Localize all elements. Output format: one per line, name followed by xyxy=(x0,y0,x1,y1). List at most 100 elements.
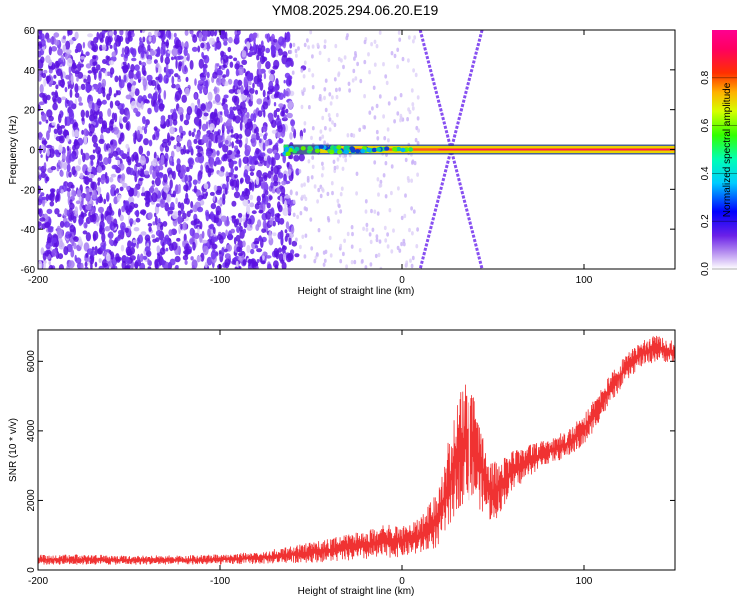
noise-blob xyxy=(288,49,293,55)
noise-blob xyxy=(130,64,135,73)
noise-blob xyxy=(393,53,397,59)
noise-blob xyxy=(272,220,276,227)
noise-blob xyxy=(245,137,249,145)
noise-blob xyxy=(49,201,55,207)
noise-blob xyxy=(275,117,282,126)
noise-blob xyxy=(319,129,323,134)
noise-blob xyxy=(133,203,139,209)
noise-blob xyxy=(201,51,205,58)
noise-blob xyxy=(203,54,210,64)
noise-blob xyxy=(74,139,79,145)
noise-blob xyxy=(221,123,225,134)
noise-blob xyxy=(236,226,241,233)
noise-blob xyxy=(131,57,137,62)
noise-blob xyxy=(58,113,62,124)
noise-blob xyxy=(89,154,96,160)
noise-blob xyxy=(221,30,225,35)
noise-blob xyxy=(140,209,147,215)
noise-blob xyxy=(411,255,415,261)
noise-blob xyxy=(392,228,395,233)
noise-blob xyxy=(333,165,337,171)
noise-blob xyxy=(97,196,104,204)
noise-blob xyxy=(151,192,158,203)
noise-blob xyxy=(233,79,239,88)
noise-blob xyxy=(317,228,321,233)
noise-blob xyxy=(408,227,411,233)
noise-blob xyxy=(298,153,305,162)
noise-blob xyxy=(49,194,52,201)
noise-blob xyxy=(280,259,285,264)
noise-blob xyxy=(225,68,230,78)
noise-blob xyxy=(313,184,317,189)
noise-blob xyxy=(175,55,182,61)
noise-blob xyxy=(170,201,175,211)
noise-blob xyxy=(411,102,415,107)
noise-blob xyxy=(233,191,241,199)
noise-blob xyxy=(295,191,299,196)
noise-blob xyxy=(326,191,330,197)
noise-blob xyxy=(153,126,158,131)
noise-blob xyxy=(162,43,166,50)
noise-blob xyxy=(415,244,419,249)
noise-blob xyxy=(48,83,53,87)
noise-blob xyxy=(299,211,303,216)
noise-blob xyxy=(177,106,184,116)
noise-blob xyxy=(120,244,125,252)
noise-blob xyxy=(313,259,317,264)
noise-blob xyxy=(60,54,65,61)
noise-blob xyxy=(108,125,114,131)
noise-blob xyxy=(119,214,124,222)
noise-blob xyxy=(119,163,122,169)
noise-blob xyxy=(99,44,103,52)
noise-blob xyxy=(120,222,126,231)
noise-blob xyxy=(274,152,281,161)
noise-blob xyxy=(232,106,237,111)
noise-blob xyxy=(306,178,310,183)
noise-blob xyxy=(378,239,382,244)
noise-blob xyxy=(294,48,298,54)
noise-blob xyxy=(154,212,157,217)
noise-blob xyxy=(209,123,215,131)
noise-blob xyxy=(88,177,93,183)
noise-blob xyxy=(382,61,385,67)
noise-blob xyxy=(74,129,80,138)
noise-blob xyxy=(38,59,44,69)
noise-blob xyxy=(396,64,399,69)
carrier-onset-blob xyxy=(376,147,382,152)
noise-blob xyxy=(273,260,279,268)
noise-blob xyxy=(286,162,290,168)
noise-blob xyxy=(198,32,203,42)
noise-blob xyxy=(275,108,280,112)
noise-blob xyxy=(85,63,92,69)
noise-blob xyxy=(252,155,257,161)
noise-blob xyxy=(131,32,135,38)
noise-blob xyxy=(165,30,171,38)
noise-blob xyxy=(321,166,325,171)
noise-blob xyxy=(158,103,165,112)
noise-blob xyxy=(281,54,288,65)
noise-blob xyxy=(79,55,86,60)
noise-blob xyxy=(175,184,179,193)
y-tick-label: 60 xyxy=(24,26,36,37)
noise-blob xyxy=(342,251,345,257)
noise-blob xyxy=(46,149,50,157)
noise-blob xyxy=(408,109,412,115)
noise-blob xyxy=(91,86,95,91)
noise-blob xyxy=(119,150,124,157)
noise-blob xyxy=(134,210,140,216)
noise-blob xyxy=(109,100,114,109)
noise-blob xyxy=(91,168,96,173)
noise-blob xyxy=(416,95,420,100)
noise-blob xyxy=(384,161,388,166)
noise-blob xyxy=(206,103,211,113)
noise-blob xyxy=(411,160,414,165)
noise-blob xyxy=(108,86,113,97)
noise-blob xyxy=(323,87,327,92)
noise-blob xyxy=(46,130,50,141)
noise-blob xyxy=(190,220,197,226)
noise-blob xyxy=(311,85,315,90)
noise-blob xyxy=(85,205,92,211)
noise-blob xyxy=(80,262,84,269)
noise-blob xyxy=(343,238,346,243)
noise-blob xyxy=(229,61,234,68)
